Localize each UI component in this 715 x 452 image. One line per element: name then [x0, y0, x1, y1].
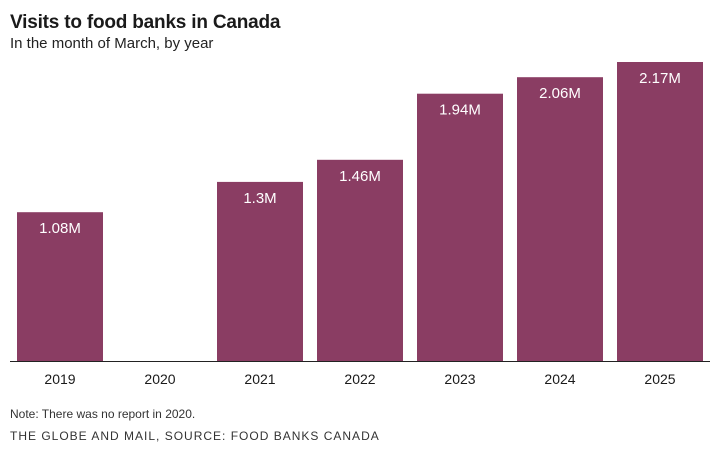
chart-source: THE GLOBE AND MAIL, SOURCE: FOOD BANKS C… [10, 429, 380, 443]
x-tick-label-2022: 2022 [344, 371, 375, 387]
chart-title: Visits to food banks in Canada [10, 12, 281, 33]
data-label-2024: 2.06M [539, 85, 581, 102]
bar-2023 [417, 93, 503, 361]
bar-chart: 1.08M 2019 2020 1.3M 2021 1.46M 2022 1.94M 2023 2… [10, 62, 710, 387]
data-label-2025: 2.17M [639, 70, 681, 87]
chart-note: Note: There was no report in 2020. [10, 407, 196, 421]
x-tick-label-2020: 2020 [144, 371, 175, 387]
x-tick-label-2021: 2021 [244, 371, 275, 387]
x-tick-label-2024: 2024 [544, 371, 575, 387]
data-label-2023: 1.94M [439, 102, 481, 119]
bar-2022 [317, 159, 403, 361]
x-tick-label-2019: 2019 [44, 371, 75, 387]
x-tick-label-2023: 2023 [444, 371, 475, 387]
chart-subtitle: In the month of March, by year [10, 35, 214, 52]
data-label-2021: 1.3M [243, 190, 276, 207]
bar-2025 [617, 62, 703, 361]
bar-2019 [17, 212, 103, 361]
bar-2021 [217, 181, 303, 361]
data-label-2019: 1.08M [39, 220, 81, 237]
x-tick-label-2025: 2025 [644, 371, 675, 387]
bar-2024 [517, 77, 603, 361]
data-label-2022: 1.46M [339, 168, 381, 185]
